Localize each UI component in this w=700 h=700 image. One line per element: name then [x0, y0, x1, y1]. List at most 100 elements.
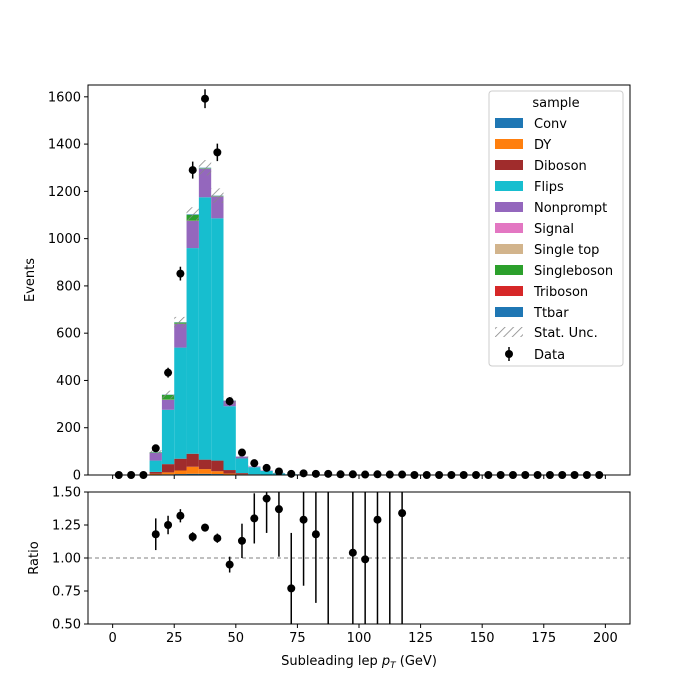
ratio-y-ticks: 0.50 0.75 1.00 1.25 1.50 — [52, 486, 88, 633]
legend-swatch — [495, 139, 523, 149]
bar-flips-bin-7 — [198, 197, 212, 460]
x-tick-label: 0 — [108, 631, 116, 646]
ratio-y-label: Ratio — [27, 541, 42, 574]
x-tick-label: 150 — [470, 631, 495, 646]
bar-nonprompt-bin-6 — [186, 220, 199, 249]
bar-diboson-bin-9 — [223, 470, 236, 474]
legend-item-ttbar: Ttbar — [495, 306, 569, 321]
x-tick-label: 50 — [228, 631, 245, 646]
legend-item-triboson: Triboson — [495, 285, 588, 300]
x-tick-label: 200 — [593, 631, 618, 646]
ratio-point-4 — [201, 523, 210, 532]
bar-diboson-bin-5 — [174, 458, 187, 471]
bar-conv-bin-6 — [186, 473, 199, 475]
data-point-21 — [373, 470, 382, 479]
bar-dy-bin-3 — [149, 473, 162, 475]
legend-swatch — [495, 202, 523, 212]
legend-swatch-stat-unc — [495, 327, 523, 337]
ratio-plot: 0.50 0.75 1.00 1.25 1.50 0 25 50 75 100 125 150 175… — [27, 486, 631, 671]
x-tick-label: 175 — [531, 631, 556, 646]
legend-label: Single top — [534, 243, 599, 258]
bar-diboson-bin-8 — [211, 460, 224, 472]
legend-swatch — [495, 223, 523, 233]
legend-swatch — [495, 118, 523, 128]
ratio-point-8 — [250, 514, 259, 523]
bar-flips-bin-9 — [223, 406, 236, 471]
data-point-11 — [250, 459, 259, 468]
legend-item-stat-unc: Stat. Unc. — [495, 326, 598, 341]
data-point-12 — [262, 463, 271, 472]
ratio-points — [88, 492, 630, 624]
ratio-point-9 — [262, 494, 271, 503]
bar-nonprompt-bin-7 — [198, 168, 212, 198]
legend-label-data: Data — [534, 348, 565, 363]
bar-flips-bin-4 — [161, 409, 175, 465]
data-point-4 — [164, 368, 173, 377]
legend-item-signal: Signal — [495, 222, 574, 237]
legend-label: Signal — [534, 222, 574, 237]
ratio-x-ticks: 0 25 50 75 100 125 150 175 200 — [108, 624, 618, 646]
data-point-14 — [287, 469, 296, 478]
legend-item-nonprompt: Nonprompt — [495, 201, 607, 216]
ratio-point-16 — [361, 555, 370, 564]
legend-label: Singleboson — [534, 264, 613, 279]
ratio-point-11 — [287, 584, 296, 593]
stat-unc-bin-3 — [149, 450, 162, 455]
ratio-point-0 — [151, 530, 160, 539]
legend-data-marker — [505, 350, 513, 358]
bar-flips-bin-3 — [149, 460, 162, 472]
x-tick-label: 125 — [408, 631, 433, 646]
data-point-15 — [299, 469, 308, 478]
stat-unc-bin-6 — [186, 207, 199, 222]
legend-swatch — [495, 160, 523, 170]
main-y-tick-label: 200 — [56, 421, 81, 436]
bar-dy-bin-4 — [161, 472, 175, 475]
legend-item-singleboson: Singleboson — [495, 264, 613, 279]
ratio-point-10 — [274, 505, 283, 514]
legend-item-conv: Conv — [495, 117, 567, 132]
legend-swatch — [495, 265, 523, 275]
bar-flips-bin-8 — [211, 218, 224, 461]
bar-nonprompt-bin-4 — [161, 399, 175, 410]
stacked-histogram — [149, 167, 359, 475]
main-y-tick-label: 1000 — [48, 232, 81, 247]
data-point-3 — [151, 444, 160, 453]
ratio-y-tick-label: 0.75 — [52, 585, 81, 600]
data-point-13 — [274, 467, 283, 476]
data-point-17 — [324, 469, 333, 478]
bar-flips-bin-10 — [235, 458, 249, 474]
stat-unc-bin-8 — [211, 188, 224, 203]
ratio-point-2 — [176, 511, 185, 520]
stat-unc-bin-5 — [174, 316, 187, 328]
x-tick-label: 100 — [347, 631, 372, 646]
main-y-label: Events — [23, 258, 38, 302]
legend-label: Flips — [534, 180, 564, 195]
ratio-point-17 — [373, 515, 382, 524]
bar-dy-bin-6 — [186, 466, 199, 474]
x-tick-label: 75 — [289, 631, 306, 646]
legend-item-diboson: Diboson — [495, 159, 587, 174]
bar-flips-bin-5 — [174, 347, 187, 459]
ratio-point-7 — [237, 536, 246, 545]
bar-diboson-bin-3 — [149, 471, 162, 474]
data-point-5 — [176, 269, 185, 278]
bar-dy-bin-5 — [174, 470, 187, 475]
legend-title: sample — [532, 96, 579, 111]
legend-label-stat-unc: Stat. Unc. — [534, 326, 598, 341]
bar-diboson-bin-7 — [198, 459, 212, 470]
ratio-y-tick-label: 0.50 — [52, 618, 81, 633]
legend-label: Ttbar — [533, 306, 569, 321]
stat-unc-bin-10 — [235, 454, 249, 459]
main-plot: 0 200 400 600 800 1000 1200 1400 1600 Events — [23, 84, 631, 484]
ratio-y-tick-label: 1.00 — [52, 552, 81, 567]
ratio-point-6 — [225, 560, 234, 569]
legend-box — [488, 90, 624, 367]
legend-item-dy: DY — [495, 138, 551, 153]
legend-label: Diboson — [534, 159, 587, 174]
main-y-tick-label: 1200 — [48, 185, 81, 200]
legend-label: Triboson — [533, 285, 588, 300]
main-y-tick-label: 0 — [73, 469, 81, 484]
ratio-point-1 — [164, 521, 173, 529]
bar-diboson-bin-10 — [235, 473, 249, 475]
